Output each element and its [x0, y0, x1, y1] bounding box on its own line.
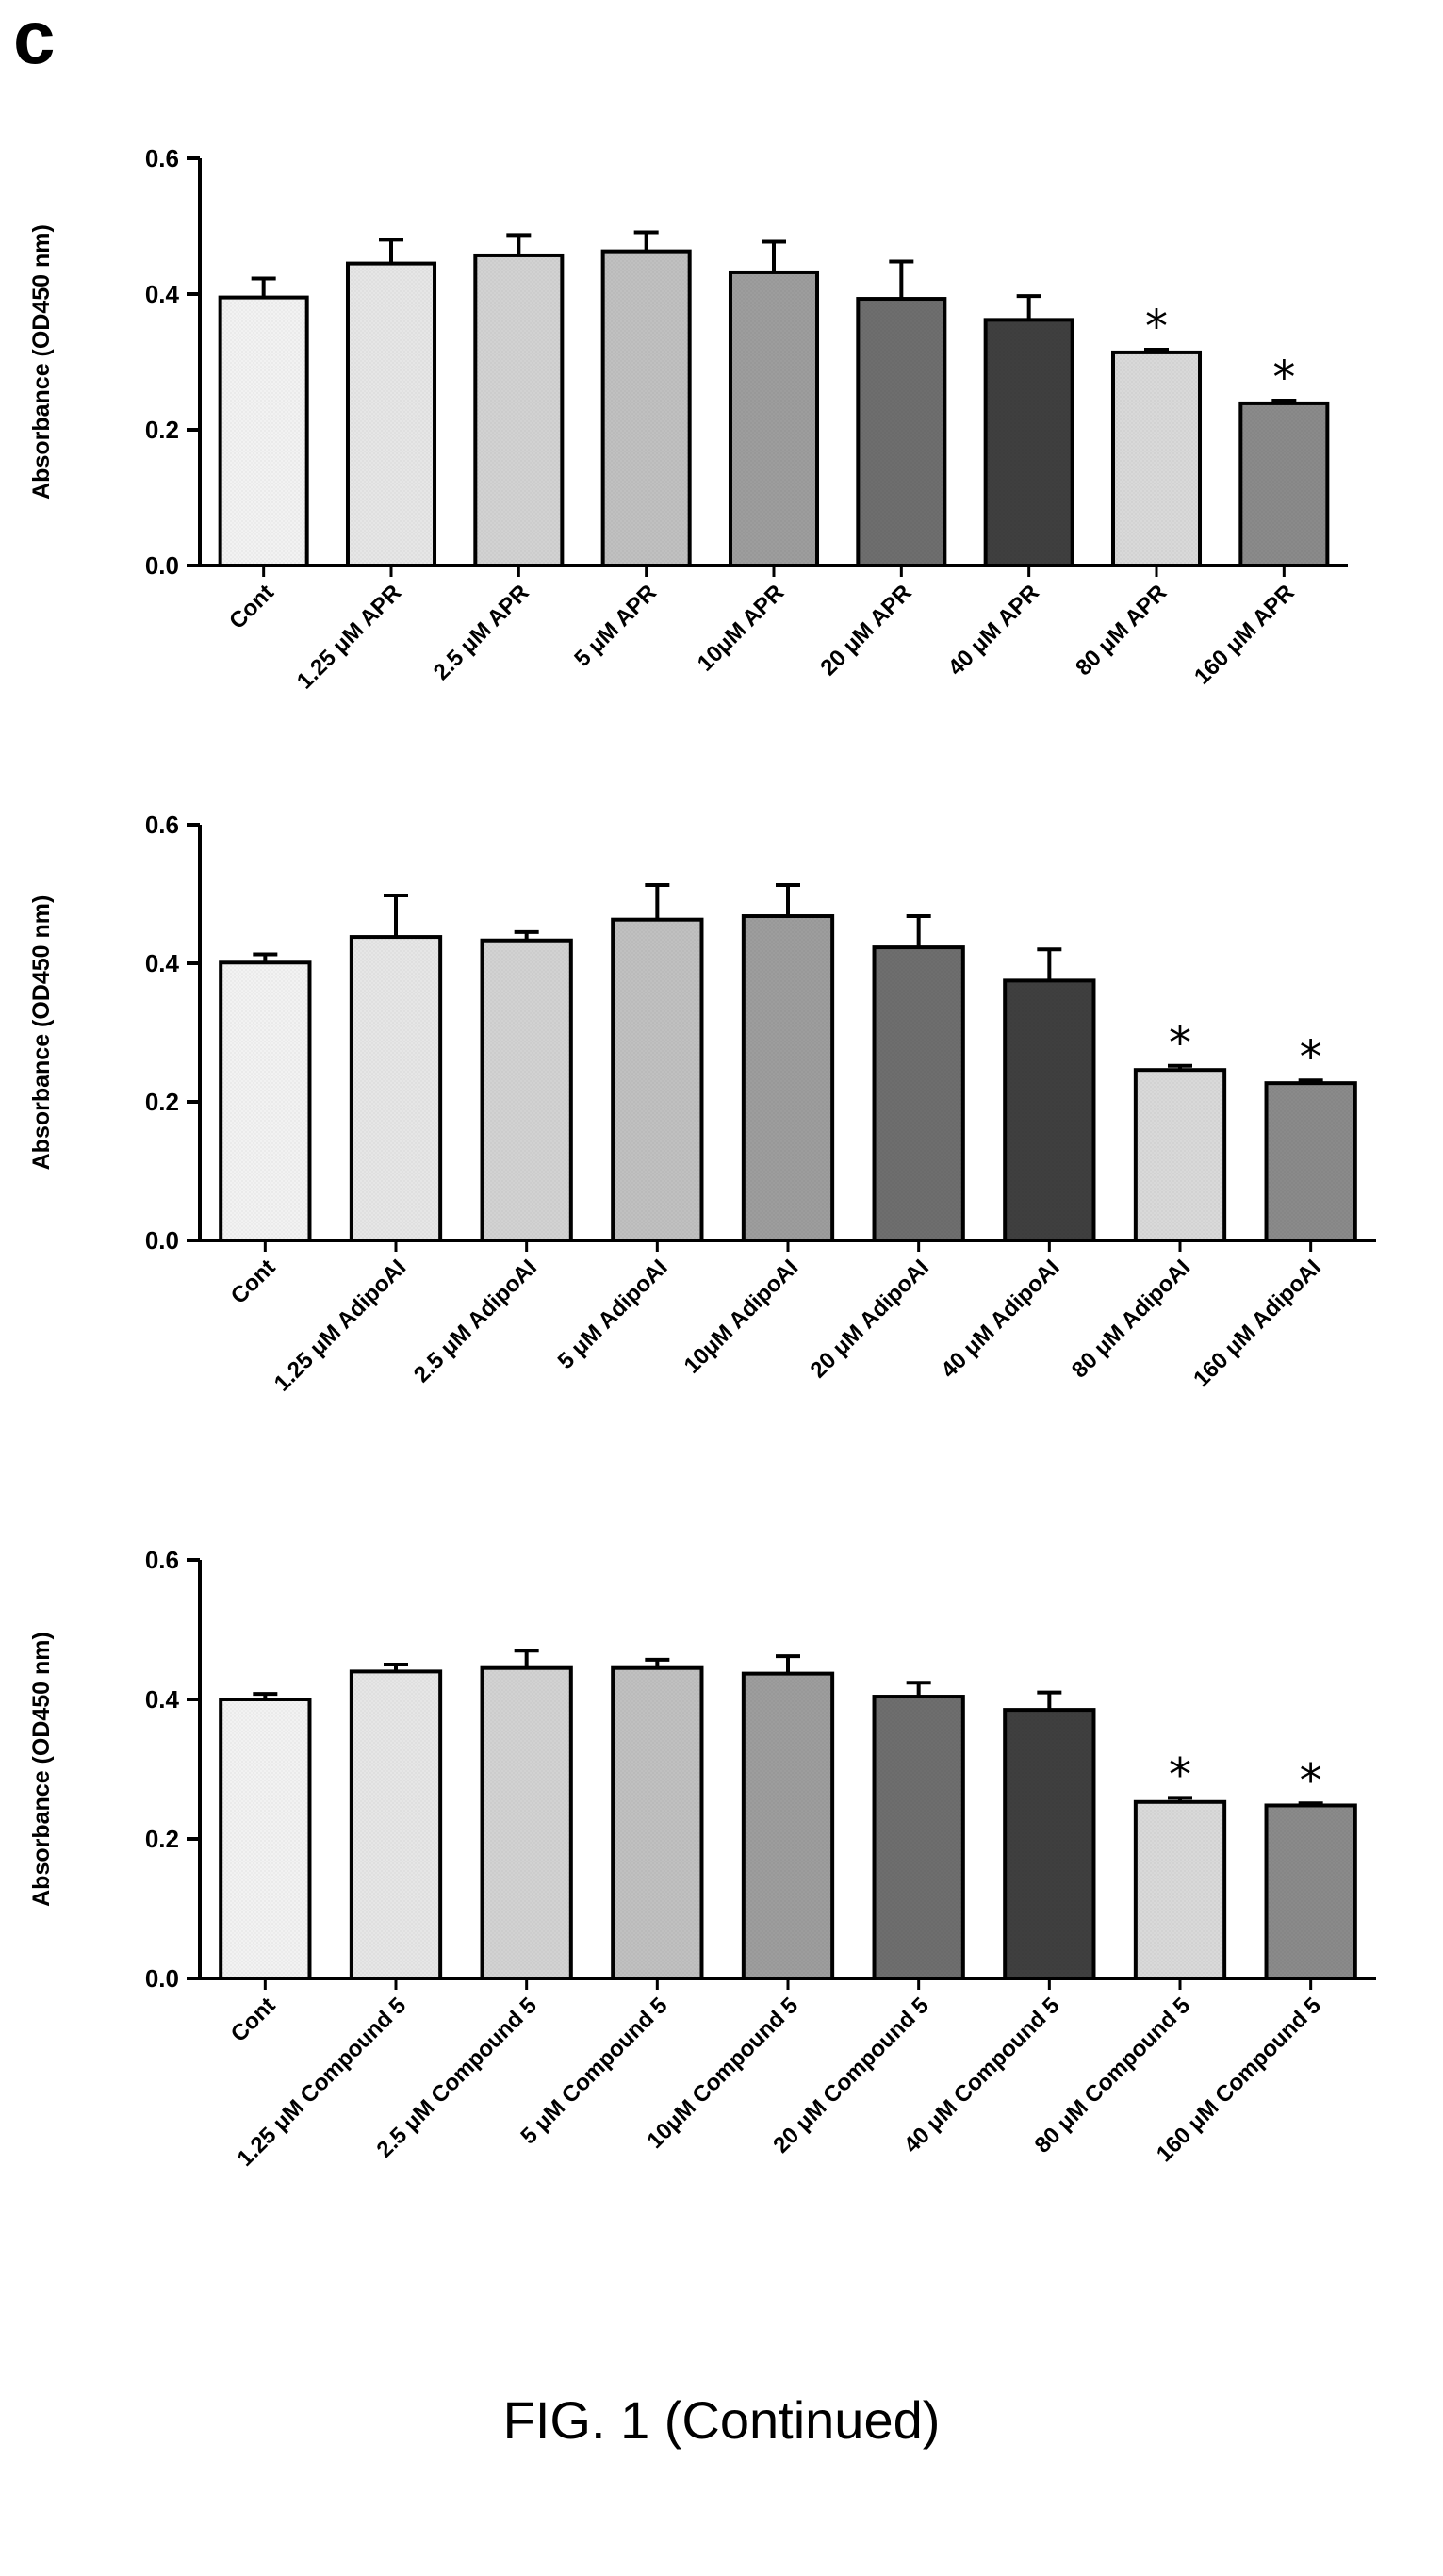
x-tick-label: 40 μM AdipoAI [936, 1255, 1064, 1383]
x-tick-label: 20 μM AdipoAI [806, 1255, 934, 1383]
x-tick-label: 80 μM AdipoAI [1067, 1255, 1195, 1383]
bar-texture [1268, 1807, 1353, 1977]
bar-texture [731, 273, 816, 564]
y-axis-label: Absorbance (OD450 nm) [28, 1632, 55, 1907]
significance-marker: * [1169, 1748, 1191, 1801]
y-tick-label: 0.4 [145, 1685, 180, 1714]
bar-texture [876, 1698, 961, 1977]
x-tick-label: Cont [226, 1255, 281, 1309]
y-axis-label: Absorbance (OD450 nm) [28, 224, 55, 500]
significance-marker: * [1300, 1754, 1322, 1807]
y-tick-label: 0.4 [145, 949, 180, 977]
bar-texture [477, 256, 561, 564]
bar-texture [987, 321, 1071, 564]
x-tick-label: 2.5 μM APR [429, 580, 534, 685]
bar-texture [604, 253, 688, 564]
x-tick-label: 80 μM APR [1071, 580, 1172, 681]
bar-texture [353, 1673, 439, 1977]
x-tick-label: 5 μM APR [569, 580, 662, 672]
chart-apr: 0.0 0.2 0.4 0.6 Absorbance (OD450 nm) Cont 1.2… [28, 144, 1348, 694]
y-tick-label: 0.0 [145, 551, 179, 580]
y-tick-label: 0.2 [145, 1825, 179, 1853]
bar-texture [1137, 1072, 1223, 1239]
x-tick-label: 2.5 μM AdipoAI [409, 1255, 542, 1387]
x-tick-label: Cont [224, 580, 279, 634]
bar-texture [860, 301, 943, 564]
y-tick-label: 0.6 [145, 144, 179, 172]
bar-texture [1007, 1712, 1092, 1977]
bar-texture [349, 265, 434, 564]
x-tick-label: 5 μM Compound 5 [516, 1993, 672, 2149]
y-tick-label: 0.0 [145, 1226, 179, 1255]
y-tick-label: 0.6 [145, 1546, 179, 1574]
bar-texture [484, 1669, 569, 1977]
panel-letter: c [13, 0, 56, 79]
x-tick-label: 160 μM AdipoAI [1189, 1255, 1326, 1392]
x-tick-label: 40 μM APR [943, 580, 1044, 681]
bar-texture [876, 949, 961, 1239]
bar-texture [1268, 1085, 1353, 1239]
bar-texture [1137, 1803, 1223, 1977]
significance-marker: * [1145, 301, 1168, 353]
bar-texture [1114, 353, 1199, 564]
bar-texture [1242, 404, 1326, 564]
y-tick-label: 0.4 [145, 280, 180, 308]
bar-texture [353, 939, 439, 1239]
bar-texture [221, 299, 305, 564]
bar-texture [745, 1675, 831, 1977]
x-tick-label: Cont [226, 1993, 281, 2047]
x-tick-label: 10μM AdipoAI [680, 1255, 804, 1379]
significance-marker: * [1272, 352, 1295, 404]
bar-texture [484, 942, 569, 1239]
bar-texture [222, 964, 308, 1239]
y-axis-label: Absorbance (OD450 nm) [28, 895, 55, 1171]
figure-caption: FIG. 1 (Continued) [502, 2390, 941, 2450]
chart-adipoai: 0.0 0.2 0.4 0.6 Absorbance (OD450 nm) Cont1.2… [28, 811, 1376, 1397]
x-tick-label: 160 μM APR [1189, 580, 1300, 690]
bar-texture [615, 921, 700, 1239]
bar-texture [1007, 982, 1092, 1239]
y-tick-label: 0.2 [145, 1088, 179, 1116]
y-tick-label: 0.0 [145, 1964, 179, 1993]
bar-texture [745, 918, 831, 1239]
x-tick-label: 5 μM AdipoAI [553, 1255, 673, 1374]
significance-marker: * [1169, 1017, 1191, 1070]
x-tick-label: 10μM APR [693, 580, 789, 676]
y-tick-label: 0.2 [145, 416, 179, 444]
x-tick-label: 20 μM APR [815, 580, 916, 681]
bar-texture [222, 1701, 308, 1977]
x-tick-label: 1.25 μM APR [292, 580, 406, 694]
bar-texture [615, 1669, 700, 1977]
x-tick-label: 1.25 μM AdipoAI [270, 1255, 411, 1396]
significance-marker: * [1300, 1031, 1322, 1084]
y-tick-label: 0.6 [145, 811, 179, 839]
